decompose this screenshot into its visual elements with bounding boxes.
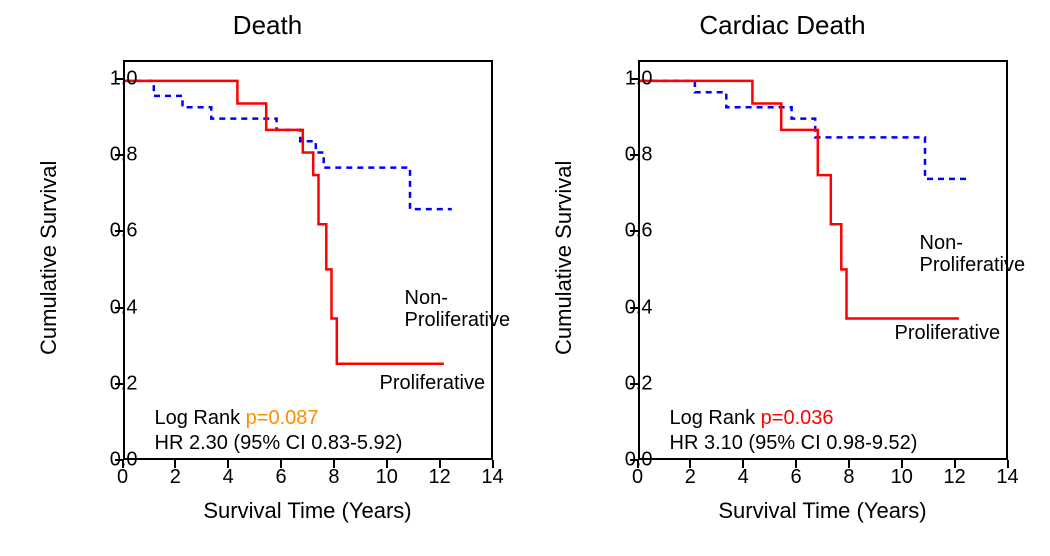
y-axis-label: Cumulative Survival — [551, 161, 577, 355]
hr-line: HR 3.10 (95% CI 0.98-9.52) — [670, 432, 918, 455]
y-tick-label: 0.2 — [593, 372, 653, 395]
series-nonproliferative — [125, 81, 452, 209]
x-tick-label: 6 — [781, 466, 811, 489]
x-axis-label: Survival Time (Years) — [638, 498, 1008, 524]
y-tick-label: 0.4 — [593, 296, 653, 319]
x-tick-label: 0 — [623, 466, 653, 489]
x-tick-label: 6 — [266, 466, 296, 489]
plot-area: Non-Proliferative Proliferative Log Rank… — [638, 60, 1008, 460]
y-tick-label: 0.6 — [593, 220, 653, 243]
x-tick-label: 12 — [425, 466, 455, 489]
y-tick-label: 0.4 — [78, 296, 138, 319]
x-tick-label: 14 — [478, 466, 508, 489]
logrank-prefix: Log Rank — [155, 407, 246, 429]
x-tick-label: 0 — [108, 466, 138, 489]
x-tick-label: 14 — [993, 466, 1023, 489]
label-proliferative: Proliferative — [895, 322, 1001, 344]
x-tick-label: 10 — [887, 466, 917, 489]
x-axis-label: Survival Time (Years) — [123, 498, 493, 524]
y-tick-label: 0.2 — [78, 372, 138, 395]
label-nonproliferative: Non-Proliferative — [405, 287, 511, 331]
x-tick-label: 4 — [213, 466, 243, 489]
panel-cardiac-death: Cardiac Death Cumulative Survival Surviv… — [533, 10, 1033, 546]
p-value: p=0.036 — [761, 407, 834, 429]
x-tick-label: 4 — [728, 466, 758, 489]
x-tick-label: 10 — [372, 466, 402, 489]
p-value: p=0.087 — [246, 407, 319, 429]
plot-area: Non-Proliferative Proliferative Log Rank… — [123, 60, 493, 460]
x-tick-label: 8 — [834, 466, 864, 489]
y-axis-label: Cumulative Survival — [36, 161, 62, 355]
y-tick-label: 0.6 — [78, 220, 138, 243]
logrank-line: Log Rank p=0.036 — [670, 407, 834, 430]
logrank-prefix: Log Rank — [670, 407, 761, 429]
panel-title: Death — [18, 10, 518, 41]
panel-title: Cardiac Death — [533, 10, 1033, 41]
series-proliferative — [125, 81, 444, 364]
x-tick-label: 8 — [319, 466, 349, 489]
x-tick-label: 12 — [940, 466, 970, 489]
x-tick-label: 2 — [675, 466, 705, 489]
y-tick-label: 0.8 — [593, 144, 653, 167]
hr-line: HR 2.30 (95% CI 0.83-5.92) — [155, 432, 403, 455]
y-tick-label: 0.8 — [78, 144, 138, 167]
x-tick-label: 2 — [160, 466, 190, 489]
y-tick-label: 1.0 — [78, 68, 138, 91]
label-proliferative: Proliferative — [380, 372, 486, 394]
logrank-line: Log Rank p=0.087 — [155, 407, 319, 430]
label-nonproliferative: Non-Proliferative — [920, 232, 1026, 276]
y-tick-label: 1.0 — [593, 68, 653, 91]
panel-death: Death Cumulative Survival Survival Time … — [18, 10, 518, 546]
km-figure: Death Cumulative Survival Survival Time … — [0, 0, 1050, 556]
km-curves-svg — [125, 62, 491, 458]
series-proliferative — [640, 81, 959, 319]
